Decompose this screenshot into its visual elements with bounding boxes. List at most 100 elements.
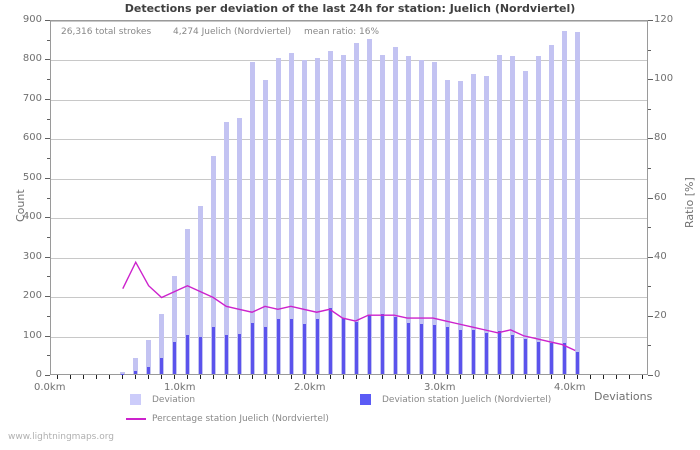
bar-deviation — [132, 358, 139, 374]
bar-deviation-station — [354, 321, 359, 374]
y-axis-left-minor-tick — [47, 158, 50, 160]
y-axis-right-tick — [648, 375, 653, 376]
bar-deviation-station — [289, 318, 294, 374]
x-axis-tick — [641, 375, 643, 379]
x-axis-tick — [368, 375, 370, 379]
x-axis-tick — [173, 375, 175, 379]
x-axis-tick — [472, 375, 474, 379]
y-axis-right-tick-label: 20 — [654, 309, 667, 321]
y-axis-left-minor-tick — [47, 39, 50, 41]
gridline — [51, 257, 647, 259]
y-axis-right-tick — [648, 20, 653, 21]
x-axis-tick — [602, 375, 604, 379]
x-axis-tick — [108, 375, 110, 379]
y-axis-left-tick-label: 0 — [35, 369, 42, 380]
x-axis-tick — [82, 375, 84, 379]
x-axis-tick — [563, 375, 565, 379]
bar-deviation-station — [536, 342, 541, 374]
legend-line-percentage-station — [126, 418, 146, 420]
bar-deviation — [275, 58, 282, 374]
x-axis-tick — [550, 375, 552, 379]
bar-deviation-station — [237, 333, 242, 374]
bar-deviation — [119, 372, 126, 374]
bar-deviation-station — [341, 318, 346, 374]
y-axis-right-minor-tick — [648, 345, 651, 347]
x-axis-tick — [160, 375, 162, 379]
x-axis-tick — [433, 375, 435, 379]
bar-deviation-station — [471, 329, 476, 374]
x-axis-tick — [524, 375, 526, 379]
bar-deviation — [392, 47, 399, 374]
y-axis-right-tick — [648, 138, 653, 140]
bar-deviation-station — [315, 318, 320, 374]
bar-deviation — [379, 54, 386, 374]
x-axis-tick — [628, 375, 630, 379]
bar-deviation-station — [549, 343, 554, 374]
y-axis-left-tick — [45, 296, 50, 298]
bar-deviation-station — [276, 318, 281, 374]
x-axis-tick — [355, 375, 357, 379]
plot-area: 26,316 total strokes 4,274 Juelich (Nord… — [50, 20, 648, 375]
bar-deviation-station — [406, 322, 411, 374]
bar-deviation-station — [380, 314, 385, 374]
x-axis-tick — [134, 375, 136, 379]
y-axis-left-tick-label: 600 — [22, 132, 42, 144]
bar-deviation — [184, 228, 191, 374]
gridline — [51, 336, 647, 338]
y-axis-left-minor-tick — [47, 236, 50, 238]
bar-deviation-station — [146, 366, 151, 374]
bar-deviation — [535, 56, 542, 374]
gridline — [51, 60, 647, 62]
x-axis-tick — [69, 375, 71, 379]
y-axis-left-minor-tick — [47, 315, 50, 317]
x-axis-tick — [303, 375, 305, 379]
x-axis-tick — [277, 375, 279, 379]
bar-deviation-station — [185, 335, 190, 374]
gridline — [51, 139, 647, 141]
footer-watermark: www.lightningmaps.org — [8, 432, 114, 442]
bar-deviation-station — [458, 329, 463, 374]
y-axis-right-tick-label: 40 — [654, 250, 667, 262]
x-axis-tick — [56, 375, 58, 379]
x-axis-tick — [511, 375, 513, 379]
bar-deviation-station — [250, 322, 255, 374]
x-axis-tick — [381, 375, 383, 379]
bar-deviation — [431, 62, 438, 374]
y-axis-right-tick — [648, 197, 653, 199]
bar-deviation-station — [211, 327, 216, 374]
y-axis-right-tick-label: 120 — [654, 14, 674, 25]
bar-deviation-station — [575, 351, 580, 374]
bar-deviation-station — [445, 327, 450, 374]
x-axis-tick-label: 2.0km — [294, 382, 326, 393]
y-axis-right-tick — [648, 79, 653, 81]
y-axis-left-tick-label: 100 — [22, 329, 42, 341]
gridline — [51, 297, 647, 299]
bar-deviation-station — [198, 336, 203, 374]
bar-deviation — [405, 56, 412, 374]
bar-deviation — [210, 155, 217, 374]
bar-deviation — [171, 276, 178, 374]
x-axis-tick-label: 0.0km — [34, 382, 66, 393]
x-axis-tick — [485, 375, 487, 379]
bar-deviation-station — [523, 339, 528, 374]
bar-deviation-station — [419, 323, 424, 374]
bar-deviation — [223, 121, 230, 374]
bar-deviation — [483, 76, 490, 374]
bar-deviation — [418, 60, 425, 374]
bar-deviation — [522, 71, 529, 374]
x-axis-tick — [420, 375, 422, 379]
y-axis-left-tick — [45, 256, 50, 258]
x-axis-tick — [615, 375, 617, 379]
x-axis-tick — [225, 375, 227, 379]
bar-deviation — [158, 314, 165, 374]
y-axis-left-tick-label: 900 — [22, 14, 42, 25]
y-axis-left-tick — [45, 335, 50, 337]
bar-deviation-station — [302, 323, 307, 374]
x-axis-tick — [498, 375, 500, 379]
x-axis-tick — [290, 375, 292, 379]
bar-deviation — [301, 60, 308, 374]
annotation-station-strokes: 4,274 Juelich (Nordviertel) — [173, 27, 292, 37]
bar-deviation-station — [133, 370, 138, 374]
x-axis-tick — [238, 375, 240, 379]
